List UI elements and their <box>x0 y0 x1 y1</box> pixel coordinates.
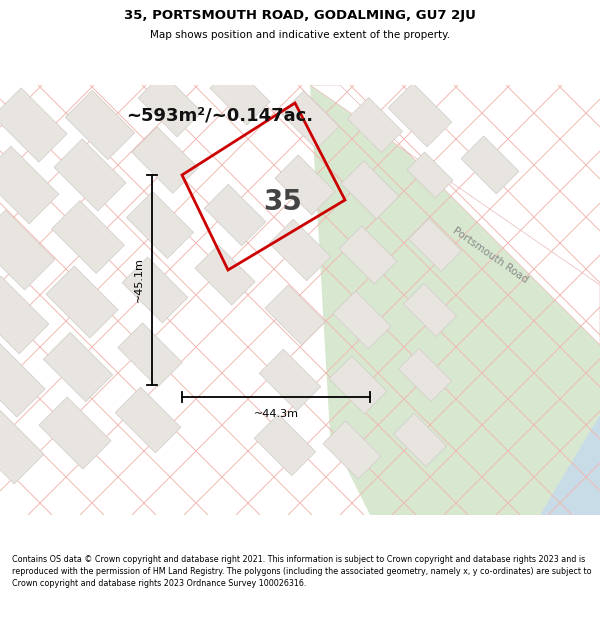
Polygon shape <box>461 136 519 194</box>
Polygon shape <box>118 323 182 387</box>
Text: ~44.3m: ~44.3m <box>254 409 299 419</box>
Polygon shape <box>259 349 321 411</box>
Polygon shape <box>310 85 600 515</box>
Polygon shape <box>204 184 266 246</box>
Polygon shape <box>132 127 198 193</box>
Polygon shape <box>195 245 255 305</box>
Polygon shape <box>122 257 188 323</box>
Polygon shape <box>115 387 181 453</box>
Text: ~593m²/~0.147ac.: ~593m²/~0.147ac. <box>127 106 314 124</box>
Text: 35, PORTSMOUTH ROAD, GODALMING, GU7 2JU: 35, PORTSMOUTH ROAD, GODALMING, GU7 2JU <box>124 9 476 22</box>
Polygon shape <box>0 276 49 354</box>
Polygon shape <box>0 343 45 417</box>
Polygon shape <box>65 91 134 159</box>
Polygon shape <box>43 332 113 402</box>
Polygon shape <box>138 73 202 137</box>
Polygon shape <box>39 397 111 469</box>
Polygon shape <box>269 219 331 281</box>
Text: Portsmouth Road: Portsmouth Road <box>451 225 529 285</box>
Polygon shape <box>341 161 399 219</box>
Text: ~45.1m: ~45.1m <box>134 258 144 302</box>
Polygon shape <box>54 139 126 211</box>
Polygon shape <box>265 285 325 345</box>
Polygon shape <box>394 414 446 466</box>
Polygon shape <box>407 152 453 198</box>
Polygon shape <box>329 356 387 414</box>
Text: 35: 35 <box>263 188 302 216</box>
Polygon shape <box>0 88 67 162</box>
Polygon shape <box>409 219 461 271</box>
Polygon shape <box>310 85 600 345</box>
Text: Contains OS data © Crown copyright and database right 2021. This information is : Contains OS data © Crown copyright and d… <box>12 555 592 588</box>
Polygon shape <box>339 226 397 284</box>
Polygon shape <box>254 414 316 476</box>
Polygon shape <box>281 91 339 149</box>
Polygon shape <box>0 406 44 484</box>
Polygon shape <box>0 146 59 224</box>
Polygon shape <box>403 284 457 336</box>
Polygon shape <box>398 349 452 401</box>
Polygon shape <box>127 191 194 259</box>
Polygon shape <box>333 291 391 349</box>
Polygon shape <box>46 266 118 338</box>
Polygon shape <box>0 210 55 290</box>
Polygon shape <box>275 155 335 215</box>
Text: Map shows position and indicative extent of the property.: Map shows position and indicative extent… <box>150 31 450 41</box>
Polygon shape <box>323 421 381 479</box>
Polygon shape <box>540 415 600 515</box>
Polygon shape <box>52 201 124 273</box>
Polygon shape <box>210 65 270 125</box>
Polygon shape <box>347 98 403 152</box>
Polygon shape <box>388 83 452 147</box>
